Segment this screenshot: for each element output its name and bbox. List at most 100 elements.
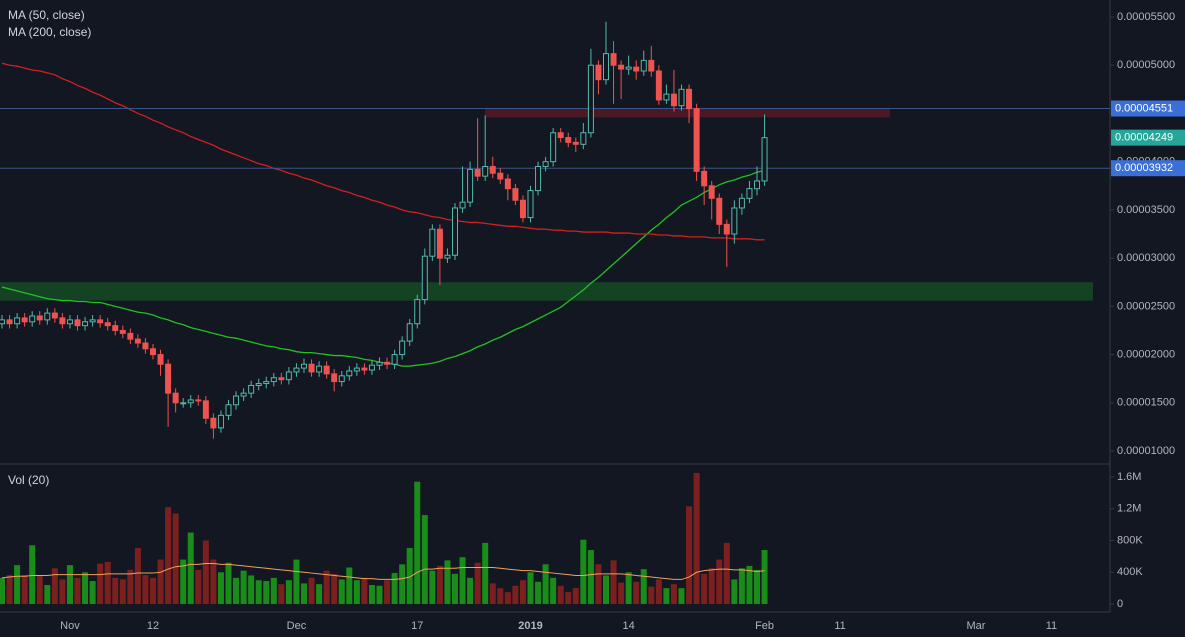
candle-body (353, 367, 360, 372)
volume-bar (557, 585, 564, 605)
y-tick-label: 0 (1117, 598, 1123, 610)
volume-bar (6, 575, 13, 605)
volume-bar (519, 580, 526, 605)
candle-body (384, 361, 391, 365)
candle-body (429, 228, 436, 257)
volume-bar (595, 564, 602, 605)
candle-body (535, 165, 542, 192)
candle-body (157, 354, 164, 365)
candle-body (376, 361, 383, 366)
candle-body (618, 64, 625, 70)
y-tick-label: 1.2M (1117, 503, 1141, 515)
x-tick-label: 11 (834, 620, 845, 632)
volume-bar (467, 577, 474, 605)
candle-body (66, 319, 73, 325)
candle-body (368, 364, 375, 371)
volume-bar (761, 550, 768, 605)
volume-bar (655, 579, 662, 605)
volume-bar (301, 583, 307, 605)
volume-bar (202, 540, 209, 605)
candle-body (142, 342, 149, 350)
candle-body (112, 325, 119, 331)
volume-bar (421, 515, 428, 605)
volume-bar (754, 569, 760, 605)
volume-bar (693, 472, 700, 605)
volume-ma-line (1, 563, 765, 580)
candle-body (127, 332, 134, 340)
candle-body (248, 384, 255, 394)
volume-bar (474, 562, 481, 605)
legend-entry: MA (50, close) (8, 8, 85, 22)
candle-body (0, 319, 5, 325)
candle-body (316, 365, 323, 373)
volume-bar (165, 507, 172, 605)
volume-bar (648, 586, 655, 605)
volume-bar (104, 561, 111, 605)
volume-bar (127, 569, 134, 605)
volume-bar (142, 575, 149, 605)
price-label: 0.00004249 (1115, 132, 1173, 144)
candle-body (406, 323, 413, 342)
candle-body (89, 319, 96, 323)
volume-bar (361, 577, 368, 605)
candle-body (436, 228, 443, 259)
candle-body (323, 365, 330, 375)
volume-bar (670, 584, 677, 605)
candle-body (270, 377, 277, 383)
candle-body (293, 367, 300, 373)
x-tick-label: Mar (966, 620, 985, 632)
volume-bar (746, 565, 753, 605)
volume-bar (459, 557, 466, 605)
candle-body (474, 168, 481, 177)
volume-bar (580, 539, 587, 605)
candle-body (723, 223, 730, 235)
candle-body (489, 165, 496, 174)
volume-bar (217, 572, 224, 605)
volume-bar (29, 545, 36, 605)
candle-body (444, 254, 451, 259)
volume-bar (731, 579, 738, 605)
volume-bar (376, 585, 383, 605)
candle-body (550, 132, 557, 163)
volume-bar (278, 584, 285, 605)
volume-bar (112, 577, 119, 605)
x-tick-label: Feb (755, 620, 774, 632)
candle-body (308, 363, 315, 373)
candle-body (119, 329, 126, 334)
volume-bar (452, 573, 458, 605)
candle-body (655, 70, 662, 101)
candle-body (51, 312, 58, 319)
candle-body (610, 53, 617, 66)
volume-bar (587, 550, 594, 605)
volume-bar (331, 573, 338, 605)
volume-bar (610, 560, 617, 605)
volume-bar (59, 579, 66, 605)
volume-bar (603, 575, 609, 605)
y-tick-label: 800K (1117, 534, 1143, 546)
price-label: 0.00004551 (1115, 102, 1173, 114)
candle-body (97, 319, 104, 324)
candle-body (240, 392, 247, 397)
candle-body (172, 392, 179, 404)
candle-body (421, 255, 428, 301)
candle-body (255, 383, 262, 386)
volume-bar (82, 572, 89, 605)
y-tick-label: 0.00001000 (1117, 445, 1175, 457)
candle-body (180, 402, 187, 405)
volume-bar (195, 569, 202, 605)
candle-body (29, 315, 36, 323)
volume-bar (21, 575, 28, 605)
zone (485, 108, 890, 118)
x-tick-label: 2019 (518, 620, 542, 632)
candle-body (648, 59, 655, 72)
ma-line (1, 169, 765, 367)
volume-bar (625, 572, 632, 605)
candle-body (603, 53, 609, 81)
volume-bar (14, 565, 21, 605)
volume-bar (633, 581, 640, 605)
candle-body (217, 414, 224, 429)
candle-body (301, 363, 307, 369)
candle-body (165, 363, 172, 394)
volume-bar (263, 581, 270, 605)
y-tick-label: 0.00002500 (1117, 300, 1175, 312)
